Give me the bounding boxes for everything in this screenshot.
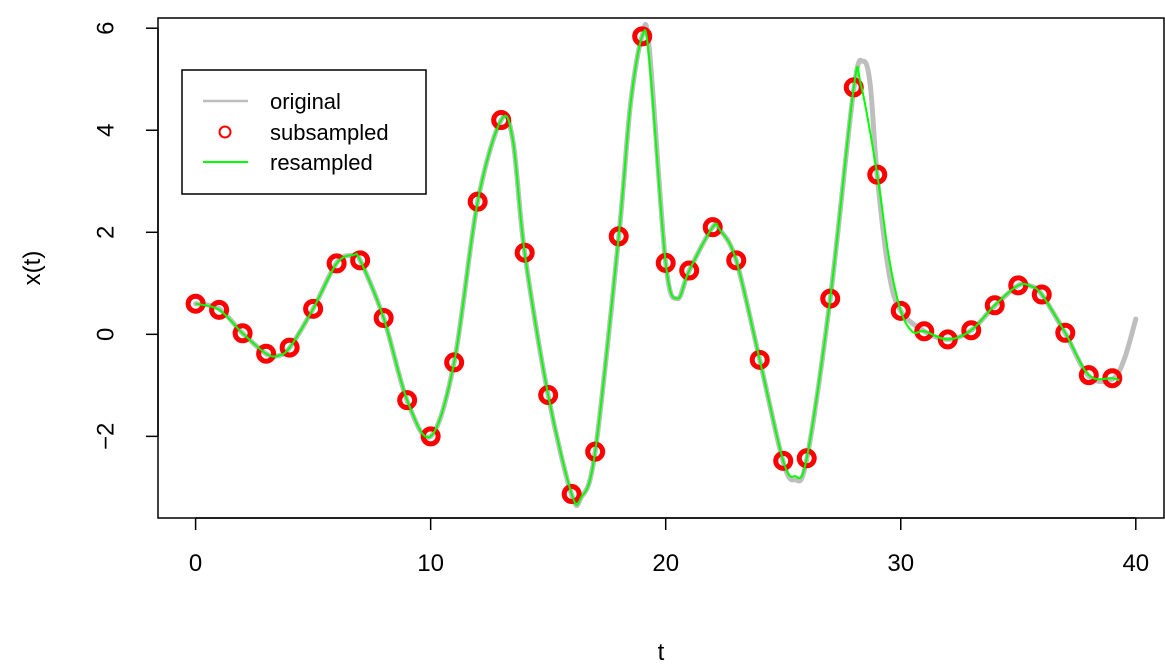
y-axis-label: x(t) (19, 251, 46, 286)
y-tick-label: 4 (93, 124, 120, 137)
legend-subsampled-label: subsampled (270, 120, 389, 145)
subsampled-point (749, 349, 770, 370)
subsampled-point (397, 390, 418, 411)
subsampled-point (773, 450, 794, 471)
subsampled-point (444, 352, 465, 373)
subsampled-point (961, 320, 982, 341)
x-axis-label: t (658, 639, 665, 666)
subsampled-point (373, 308, 394, 328)
subsampled-point (279, 337, 300, 358)
subsampled-point (256, 343, 277, 364)
subsampled-point (420, 426, 441, 447)
subsampled-point (867, 164, 888, 185)
y-tick-label: 0 (93, 328, 120, 341)
subsampled-point (1008, 275, 1029, 296)
x-tick-label: 10 (417, 550, 444, 577)
subsampled-point (185, 293, 206, 314)
y-tick-label: 6 (93, 22, 120, 35)
subsampled-point (350, 250, 371, 271)
subsampled-point (232, 323, 253, 344)
x-tick-label: 0 (189, 550, 202, 577)
subsampled-point (702, 217, 723, 238)
x-tick-label: 40 (1122, 550, 1149, 577)
subsampled-point (890, 300, 911, 321)
series-layer (185, 22, 1139, 508)
y-tick-label: 2 (93, 226, 120, 239)
x-axis: 0 10 20 30 40 (189, 517, 1149, 577)
subsampled-point (326, 253, 347, 274)
subsampled-point (984, 295, 1005, 316)
subsampled-point (632, 26, 653, 47)
subsampled-point (937, 329, 958, 350)
y-tick-label: −2 (93, 423, 120, 450)
subsampled-point (209, 299, 230, 320)
x-tick-label: 20 (652, 550, 679, 577)
y-axis: −2 0 2 4 6 (93, 22, 159, 450)
subsampled-point (303, 298, 324, 319)
subsampled-point (1031, 284, 1052, 305)
subsampled-point (796, 448, 817, 469)
legend-original-label: original (270, 89, 341, 114)
subsampled-point (467, 191, 488, 212)
subsampled-point (679, 260, 700, 281)
subsampled-point (1078, 365, 1099, 386)
subsampled-point (538, 385, 559, 406)
subsampled-point (914, 321, 935, 342)
legend-box (181, 69, 427, 195)
subsampled-point (561, 484, 582, 505)
series-resampled-line (195, 29, 1120, 506)
subsampled-point (726, 250, 747, 271)
subsampled-point (1055, 322, 1076, 343)
x-tick-label: 30 (887, 550, 914, 577)
legend-subsampled-swatch (218, 125, 232, 139)
subsampled-point (585, 441, 606, 462)
legend-resampled-label: resampled (270, 150, 373, 175)
legend: original subsampled resampled (181, 69, 427, 195)
